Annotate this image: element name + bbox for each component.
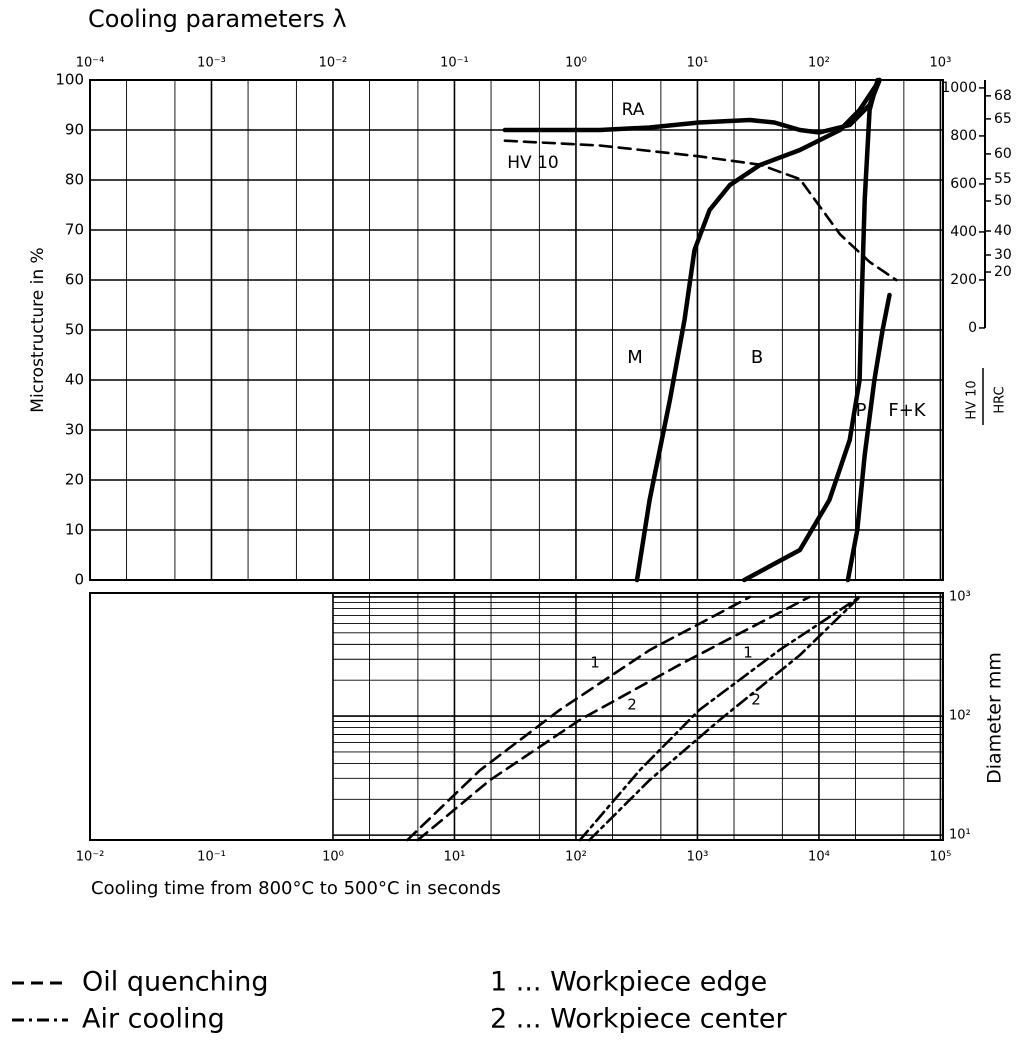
curve bbox=[502, 77, 882, 135]
y-axis-label: Microstructure in % bbox=[28, 247, 48, 412]
x2-tick-label: 10⁻⁴ bbox=[76, 56, 105, 71]
legend-label: Oil quenching bbox=[82, 967, 269, 998]
y-tick-label: 100 bbox=[55, 71, 84, 89]
x2-tick-label: 10⁻³ bbox=[197, 56, 226, 71]
y-tick-label: 10³ bbox=[949, 589, 971, 604]
x-tick-label: 10⁰ bbox=[322, 850, 344, 865]
y3-tick-label: 55 bbox=[994, 171, 1012, 187]
y-axis-label: Diameter mm bbox=[984, 652, 1006, 784]
x-tick-label: 10⁻¹ bbox=[197, 850, 226, 865]
curve bbox=[588, 595, 861, 842]
curve-label: RA bbox=[622, 100, 645, 120]
x2-tick-label: 10⁰ bbox=[565, 56, 587, 71]
y3-tick-label: 40 bbox=[994, 223, 1012, 239]
x2-tick-label: 10³ bbox=[930, 56, 952, 71]
y2-tick-label: 200 bbox=[950, 272, 977, 288]
y3-tick-label: 50 bbox=[994, 193, 1012, 209]
region-label: F+K bbox=[888, 400, 926, 421]
x-tick-label: 10⁴ bbox=[808, 850, 830, 865]
x-tick-label: 10² bbox=[565, 850, 587, 865]
y-tick-label: 0 bbox=[74, 571, 84, 589]
x2-tick-label: 10⁻¹ bbox=[440, 56, 469, 71]
y-tick-label: 10 bbox=[65, 521, 84, 539]
x-tick-label: 10¹ bbox=[444, 850, 466, 865]
x2-tick-label: 10² bbox=[808, 56, 830, 71]
y2-tick-label: 1000 bbox=[941, 80, 977, 96]
x2-tick-label: 10¹ bbox=[687, 56, 709, 71]
y-tick-label: 10¹ bbox=[949, 828, 971, 843]
curve bbox=[634, 77, 882, 583]
curve bbox=[503, 139, 898, 282]
y2-tick-label: 600 bbox=[950, 176, 977, 192]
x-tick-label: 10⁵ bbox=[930, 850, 952, 865]
y-tick-label: 30 bbox=[65, 421, 84, 439]
region-label: P bbox=[856, 400, 867, 421]
y3-tick-label: 60 bbox=[994, 146, 1012, 162]
y-tick-label: 60 bbox=[65, 271, 84, 289]
curve bbox=[845, 292, 892, 583]
y-tick-label: 70 bbox=[65, 221, 84, 239]
curve bbox=[416, 595, 811, 842]
curve-label: 1 bbox=[590, 654, 600, 672]
y3-tick-label: 30 bbox=[994, 247, 1012, 263]
legend-label: Air cooling bbox=[82, 1004, 225, 1035]
y3-tick-label: 20 bbox=[994, 264, 1012, 280]
y2-tick-label: 400 bbox=[950, 224, 977, 240]
y2-tick-label: 0 bbox=[968, 320, 977, 336]
curve bbox=[406, 595, 752, 842]
curve-label: 2 bbox=[627, 696, 637, 714]
y-tick-label: 50 bbox=[65, 321, 84, 339]
curve-label: 2 bbox=[751, 691, 761, 709]
curve bbox=[578, 595, 861, 842]
y3-axis-label: HRC bbox=[993, 386, 1008, 413]
y3-tick-label: 65 bbox=[994, 111, 1012, 127]
region-label: M bbox=[627, 347, 643, 368]
y-tick-label: 40 bbox=[65, 371, 84, 389]
y-tick-label: 10² bbox=[949, 709, 971, 724]
region-label: B bbox=[751, 347, 763, 368]
key-label: 1 ... Workpiece edge bbox=[490, 967, 767, 998]
x-tick-label: 10⁻² bbox=[76, 850, 105, 865]
y-tick-label: 20 bbox=[65, 471, 84, 489]
key-label: 2 ... Workpiece center bbox=[490, 1004, 788, 1035]
y2-axis-label: HV 10 bbox=[965, 380, 980, 419]
chart-title: Cooling parameters λ bbox=[88, 5, 347, 33]
x-tick-label: 10³ bbox=[687, 850, 709, 865]
y2-tick-label: 800 bbox=[950, 128, 977, 144]
curve-label: HV 10 bbox=[507, 153, 558, 173]
curve-label: 1 bbox=[743, 644, 753, 662]
curve bbox=[742, 77, 880, 583]
y3-tick-label: 68 bbox=[994, 88, 1012, 104]
y-tick-label: 90 bbox=[65, 121, 84, 139]
y-tick-label: 80 bbox=[65, 171, 84, 189]
x-axis-label: Cooling time from 800°C to 500°C in seco… bbox=[91, 878, 501, 899]
x2-tick-label: 10⁻² bbox=[319, 56, 348, 71]
